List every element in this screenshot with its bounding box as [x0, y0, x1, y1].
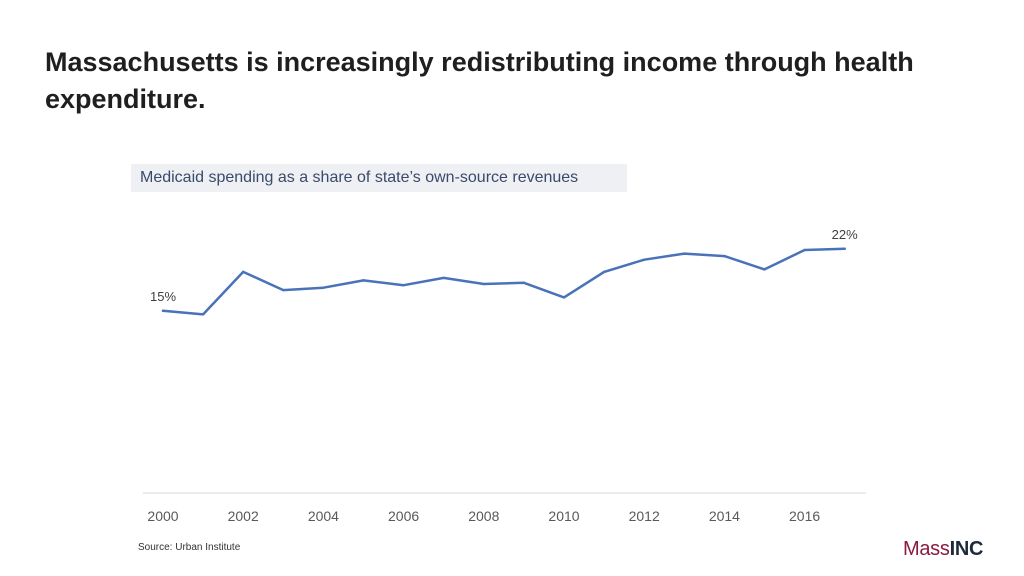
data-point [763, 268, 766, 271]
data-point [843, 247, 846, 250]
x-tick-label: 2012 [629, 508, 660, 524]
chart-title: Medicaid spending as a share of state’s … [140, 169, 579, 186]
x-tick-label: 2004 [308, 508, 339, 524]
series-line [161, 247, 846, 316]
chart-title-box: Medicaid spending as a share of state’s … [131, 164, 627, 192]
x-tick-label: 2000 [147, 508, 178, 524]
x-tick-label: 2008 [468, 508, 499, 524]
data-point [402, 284, 405, 287]
x-tick-label: 2016 [789, 508, 820, 524]
data-point [723, 254, 726, 258]
data-point [242, 270, 245, 274]
data-label: 15% [150, 289, 176, 304]
source-note: Source: Urban Institute [138, 542, 241, 553]
logo-inc: INC [949, 538, 984, 560]
page-title: Massachusetts is increasingly redistribu… [45, 47, 914, 114]
data-point [282, 288, 285, 292]
data-point [161, 309, 165, 312]
x-tick-label: 2014 [709, 508, 740, 524]
data-point [683, 252, 686, 255]
data-point [482, 282, 485, 286]
data-point [201, 313, 205, 316]
data-label: 22% [832, 227, 858, 242]
data-point [562, 296, 566, 299]
x-tick-label: 2002 [228, 508, 259, 524]
data-point [602, 270, 606, 274]
data-point [522, 281, 526, 285]
x-tick-label: 2006 [388, 508, 419, 524]
x-tick-label: 2010 [548, 508, 579, 524]
massinc-logo: MassINC [903, 538, 983, 561]
data-point [442, 276, 445, 280]
data-point [803, 248, 806, 252]
data-point [322, 286, 325, 289]
data-point [362, 279, 365, 282]
logo-mass: Mass [903, 538, 950, 560]
data-point [643, 258, 646, 261]
